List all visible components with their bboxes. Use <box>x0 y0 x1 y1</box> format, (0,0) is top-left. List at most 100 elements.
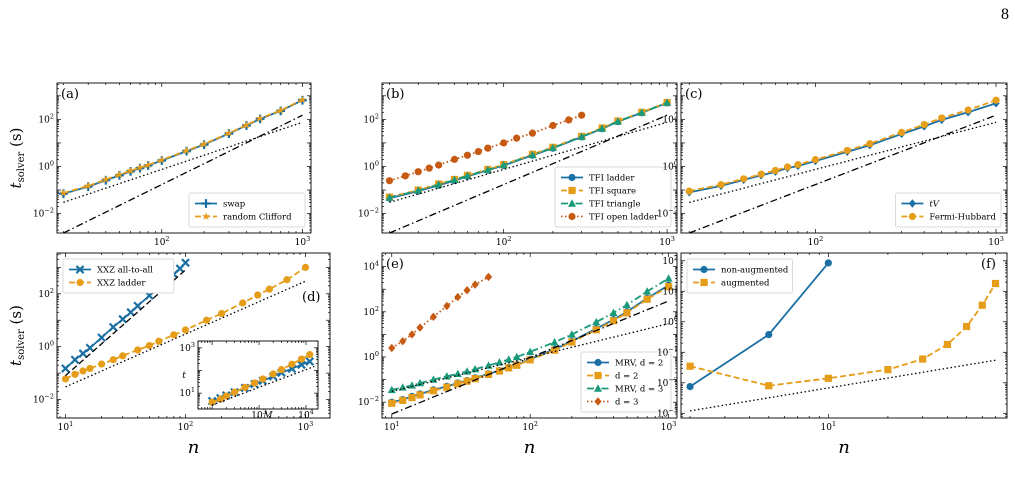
data-point <box>504 355 513 363</box>
legend-marker <box>568 199 576 207</box>
panel-label: (c) <box>685 87 702 102</box>
series-tfi-triangle <box>385 98 672 201</box>
data-point <box>250 379 259 387</box>
x-tick-label: 101 <box>58 420 74 433</box>
data-point <box>964 106 972 114</box>
data-point <box>97 333 106 342</box>
data-point <box>118 314 128 324</box>
data-point <box>463 367 472 375</box>
data-point <box>425 164 433 172</box>
data-point <box>623 309 631 317</box>
data-point <box>643 287 652 295</box>
legend-marker <box>908 212 917 221</box>
data-point <box>450 155 459 163</box>
data-point <box>513 134 521 142</box>
data-point <box>79 367 87 375</box>
data-point <box>230 388 239 396</box>
data-point <box>259 375 267 383</box>
data-point <box>224 128 234 137</box>
series-line <box>389 114 582 182</box>
series-line <box>689 359 996 412</box>
legend-label: d = 2 <box>615 372 638 382</box>
data-point <box>144 160 153 169</box>
data-point <box>549 121 557 130</box>
series-line <box>391 277 670 391</box>
series-non-augmented <box>686 259 832 391</box>
data-point <box>86 364 94 373</box>
legend: XXZ all-to-all XXZ ladder <box>62 258 175 294</box>
legend-marker <box>908 199 916 208</box>
axes-frame <box>381 82 678 234</box>
data-point <box>109 356 117 364</box>
data-point <box>155 337 163 345</box>
y-tick-label: 10−2 <box>33 393 54 406</box>
data-point <box>463 377 471 385</box>
data-point <box>740 175 748 183</box>
data-point <box>613 117 622 125</box>
data-point <box>495 358 504 366</box>
y-tick-label: 10−2 <box>358 207 379 220</box>
panel-label: (a) <box>61 87 79 102</box>
data-point <box>385 193 394 201</box>
legend-marker <box>700 278 708 287</box>
data-point <box>963 322 971 331</box>
data-point <box>388 343 396 353</box>
legend-label: d = 3 <box>615 398 638 408</box>
x-tick-label: 101 <box>821 420 837 433</box>
data-point <box>414 186 423 194</box>
data-point <box>528 129 537 137</box>
axes-frame <box>680 82 1008 234</box>
data-point <box>222 392 230 400</box>
data-point <box>298 95 307 104</box>
data-point <box>288 360 296 368</box>
series-augmented <box>686 279 1000 390</box>
data-point <box>811 156 820 164</box>
data-point <box>265 285 273 293</box>
y-tick-label: 104 <box>363 260 379 273</box>
data-point <box>277 365 286 374</box>
inset-frame <box>197 340 319 410</box>
y-tick-label: 103 <box>179 341 195 354</box>
data-point <box>97 360 106 368</box>
data-point <box>203 316 211 324</box>
legend-label: Fermi-Hubbard <box>929 213 996 223</box>
data-point <box>978 301 986 309</box>
data-point <box>387 385 396 394</box>
legend-marker <box>700 265 708 274</box>
data-point <box>717 181 725 189</box>
legend: tV Fermi-Hubbard <box>895 192 1002 228</box>
y-axis-label: tsolver (s) <box>7 305 27 366</box>
data-point <box>453 369 462 378</box>
data-point <box>429 387 438 395</box>
y-tick-label: 101 <box>179 386 195 399</box>
legend-box <box>895 192 1002 228</box>
data-point <box>70 355 80 365</box>
data-point <box>592 317 601 326</box>
series-xxz-ladder <box>61 263 310 383</box>
series-line <box>689 283 997 387</box>
legend-label: swap <box>223 200 246 210</box>
data-point <box>200 139 209 148</box>
y-tick-label: 102 <box>38 287 54 300</box>
series-guide-line-2 <box>689 359 996 412</box>
legend-marker <box>75 265 85 274</box>
panel-label: (b) <box>386 87 404 102</box>
data-point <box>866 140 874 148</box>
data-point <box>992 96 1000 104</box>
data-point <box>399 396 407 405</box>
data-point <box>181 326 190 334</box>
data-point <box>256 114 265 122</box>
data-point <box>578 111 586 119</box>
data-point <box>78 349 88 358</box>
series-line <box>389 121 668 203</box>
data-point <box>474 147 482 156</box>
axes-frame <box>56 82 312 234</box>
series-line <box>63 99 303 195</box>
data-point <box>512 352 521 361</box>
data-point <box>824 259 832 267</box>
series-d-3 <box>388 272 493 353</box>
data-point <box>385 177 394 185</box>
y-tick-label: 10−2 <box>358 395 379 408</box>
data-point <box>500 139 508 147</box>
